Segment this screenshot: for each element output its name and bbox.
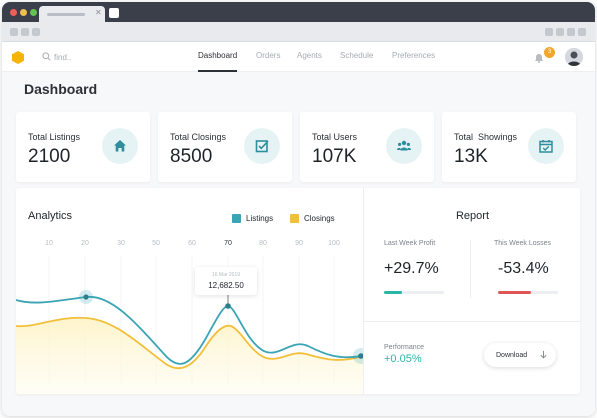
stat-card-users: Total Users 107K: [300, 112, 434, 182]
toolbar-extension-button[interactable]: [556, 28, 564, 36]
legend-label-listings: Listings: [246, 214, 274, 223]
this-week-losses-label: This Week Losses: [494, 240, 552, 247]
back-button[interactable]: [10, 28, 18, 36]
this-week-progress-track: [498, 291, 558, 294]
this-week-progress-fill: [498, 291, 531, 294]
calendar-icon: [539, 140, 553, 153]
home-icon: [114, 140, 126, 152]
download-button[interactable]: Download: [484, 343, 556, 367]
stat-value: 8500: [170, 146, 213, 167]
stat-icon-circle: [386, 128, 422, 164]
tooltip-date: 16 Mar 2019: [211, 272, 241, 278]
stat-value: 2100: [28, 146, 71, 167]
x-axis-tick-label: 70: [224, 240, 232, 247]
x-axis-tick-label: 20: [81, 240, 89, 247]
minimize-window-button[interactable]: [20, 9, 27, 16]
search-icon: [42, 52, 51, 61]
notification-badge: 3: [544, 47, 555, 58]
x-axis-tick-label: 100: [328, 240, 340, 247]
arrow-down-icon: [540, 350, 547, 359]
stat-card-showings: Total Showings 13K: [442, 112, 576, 182]
stat-label: Total Users: [312, 132, 358, 142]
reload-button[interactable]: [32, 28, 40, 36]
new-tab-button[interactable]: [109, 8, 119, 18]
last-week-profit-label: Last Week Profit: [384, 240, 436, 247]
analytics-title: Analytics: [28, 210, 73, 222]
app-header: Dashboard Orders Agents Schedule Prefere…: [2, 42, 595, 72]
performance-value: +0.05%: [384, 353, 422, 365]
avatar[interactable]: [565, 48, 583, 66]
nav-active-underline: [198, 70, 238, 72]
nav-schedule[interactable]: Schedule: [340, 51, 374, 60]
report-divider: [364, 321, 580, 322]
download-button-label: Download: [496, 351, 528, 359]
performance-label: Performance: [384, 344, 425, 351]
last-week-progress-fill: [384, 291, 402, 294]
close-window-button[interactable]: [10, 9, 17, 16]
x-axis-tick-label: 60: [188, 240, 196, 247]
report-section: Report Last Week Profit +29.7% This Week…: [363, 188, 580, 394]
tab-close-icon[interactable]: ✕: [95, 8, 102, 17]
nav-dashboard-label: Dashboard: [198, 51, 238, 60]
browser-menu-button[interactable]: [578, 28, 586, 36]
legend-swatch-closings: [290, 214, 299, 223]
stat-icon-circle: [528, 128, 564, 164]
nav-orders[interactable]: Orders: [256, 51, 281, 60]
x-axis-tick-label: 30: [117, 240, 125, 247]
bell-icon[interactable]: [534, 53, 544, 63]
this-week-losses-value: -53.4%: [498, 260, 549, 277]
report-title: Report: [455, 210, 490, 222]
browser-toolbar: [2, 22, 595, 42]
x-axis-tick-label: 80: [259, 240, 267, 247]
stat-label: Total Showings: [454, 132, 518, 142]
legend-swatch-listings: [232, 214, 241, 223]
nav-dashboard[interactable]: Dashboard: [198, 42, 238, 72]
analytics-chart: [16, 256, 363, 394]
x-axis-tick-label: 10: [45, 240, 53, 247]
tab-title-placeholder: [47, 13, 85, 16]
browser-tab[interactable]: ✕: [39, 6, 105, 22]
tooltip-value: 12,682.50: [208, 281, 244, 290]
forward-button[interactable]: [21, 28, 29, 36]
users-icon: [397, 140, 411, 151]
stat-icon-circle: [102, 128, 138, 164]
analytics-panel: Analytics Listings Closings 10 20 30 50 60 70…: [16, 188, 580, 394]
logo-icon[interactable]: [12, 51, 24, 64]
stat-label: Total Listings: [28, 132, 81, 142]
stat-value: 107K: [312, 146, 357, 167]
stat-card-closings: Total Closings 8500: [158, 112, 292, 182]
toolbar-extension-button[interactable]: [545, 28, 553, 36]
closings-area-fill: [16, 317, 363, 394]
closings-line: [16, 316, 363, 370]
toolbar-extension-button[interactable]: [567, 28, 575, 36]
report-divider: [470, 240, 471, 298]
maximize-window-button[interactable]: [30, 9, 37, 16]
stat-card-listings: Total Listings 2100: [16, 112, 150, 182]
search-input[interactable]: [54, 51, 134, 63]
user-avatar-icon: [565, 48, 583, 66]
legend-label-closings: Closings: [304, 214, 335, 223]
last-week-progress-track: [384, 291, 444, 294]
data-point[interactable]: [83, 294, 89, 300]
data-point-halo: [353, 348, 363, 364]
chart-tooltip: 16 Mar 2019 12,682.50: [195, 267, 257, 295]
browser-title-bar: ✕: [2, 2, 595, 22]
nav-agents[interactable]: Agents: [297, 51, 322, 60]
page-title: Dashboard: [24, 81, 98, 97]
data-point[interactable]: [358, 353, 363, 359]
stat-icon-circle: [244, 128, 280, 164]
x-axis-tick-label: 90: [295, 240, 303, 247]
listings-line: [16, 296, 362, 365]
data-point-active[interactable]: [225, 303, 231, 309]
x-axis-tick-label: 50: [152, 240, 160, 247]
last-week-profit-value: +29.7%: [384, 260, 439, 277]
stat-label: Total Closings: [170, 132, 227, 142]
nav-preferences[interactable]: Preferences: [392, 51, 436, 60]
checkbox-icon: [255, 140, 269, 153]
stat-value: 13K: [454, 146, 488, 167]
